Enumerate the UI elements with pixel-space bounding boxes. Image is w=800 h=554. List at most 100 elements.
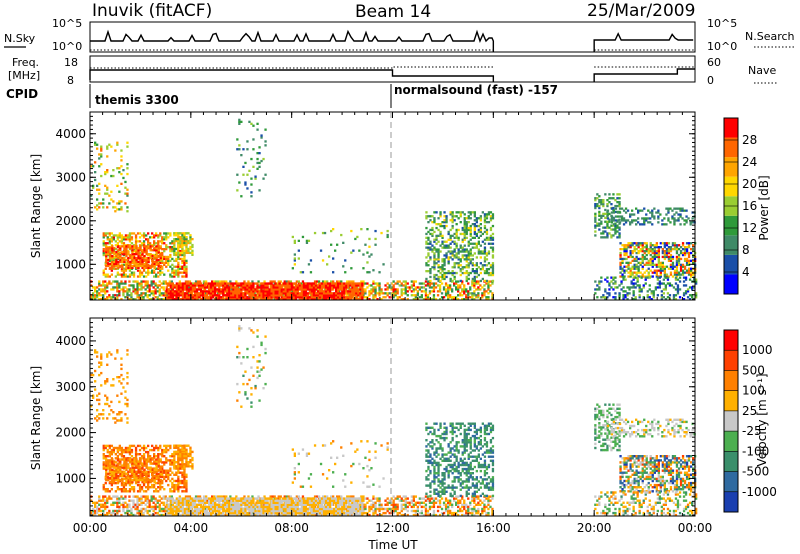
power-echo-cell	[138, 288, 141, 291]
power-echo-cell	[292, 288, 295, 291]
power-echo-cell	[141, 256, 144, 260]
power-echo-cell	[183, 259, 186, 262]
power-echo-cell	[410, 280, 413, 283]
power-echo-cell	[230, 292, 233, 295]
power-echo-cell	[683, 246, 687, 249]
power-echo-cell	[447, 256, 450, 259]
power-echo-cell	[437, 248, 440, 251]
power-echo-cell	[349, 282, 352, 285]
power-echo-cell	[659, 267, 662, 270]
velocity-echo-cell	[156, 505, 159, 509]
power-echo-cell	[327, 286, 330, 289]
power-echo-cell	[475, 224, 478, 228]
power-echo-cell	[189, 247, 192, 251]
power-echo-cell	[142, 242, 146, 245]
power-echo-cell	[133, 253, 136, 256]
power-echo-cell	[185, 259, 188, 262]
power-echo-cell	[473, 270, 476, 273]
power-echo-cell	[318, 296, 322, 299]
power-echo-cell	[441, 242, 444, 245]
power-echo-cell	[451, 250, 454, 253]
power-echo-cell	[463, 219, 466, 222]
power-echo-cell	[179, 292, 182, 295]
power-echo-cell	[475, 256, 478, 259]
power-echo-cell	[386, 288, 389, 291]
power-echo-cell	[195, 282, 199, 285]
power-echo-cell	[104, 298, 107, 301]
power-echo-cell	[117, 249, 120, 252]
power-echo-cell	[443, 271, 446, 275]
power-echo-cell	[114, 267, 117, 270]
power-echo-cell	[189, 239, 192, 243]
power-echo-cell	[137, 249, 140, 252]
power-echo-cell	[594, 206, 597, 210]
power-echo-cell	[442, 296, 446, 299]
power-echo-cell	[608, 226, 611, 229]
power-echo-cell	[108, 234, 111, 237]
power-echo-cell	[685, 271, 689, 274]
power-echo-cell	[155, 242, 158, 245]
power-echo-cell	[390, 296, 393, 299]
power-echo-cell	[610, 228, 613, 231]
power-echo-cell	[159, 232, 162, 235]
power-echo-cell	[181, 238, 184, 241]
power-echo-cell	[96, 286, 99, 289]
power-echo-cell	[128, 240, 132, 243]
power-echo-cell	[619, 267, 622, 270]
power-echo-cell	[302, 292, 306, 295]
power-echo-cell	[179, 271, 182, 274]
power-echo-cell	[649, 261, 652, 264]
power-echo-cell	[128, 284, 131, 287]
power-echo-cell	[282, 296, 285, 299]
power-echo-cell	[318, 294, 322, 297]
power-echo-cell	[206, 292, 209, 295]
power-echo-cell	[655, 250, 658, 253]
power-echo-cell	[173, 253, 176, 256]
power-echo-cell	[228, 294, 231, 297]
power-echo-cell	[629, 244, 632, 247]
power-echo-cell	[167, 261, 170, 264]
power-echo-cell	[334, 249, 337, 252]
velocity-echo-cell	[124, 497, 127, 500]
power-echo-cell	[124, 180, 127, 184]
power-echo-cell	[465, 294, 468, 297]
power-echo-cell	[475, 296, 478, 299]
power-echo-cell	[445, 244, 448, 247]
power-echo-cell	[658, 280, 661, 283]
power-echo-cell	[153, 240, 156, 243]
power-echo-cell	[106, 284, 109, 287]
power-echo-cell	[657, 211, 660, 214]
power-echo-cell	[262, 298, 265, 301]
power-echo-cell	[108, 194, 111, 197]
power-echo-cell	[314, 292, 318, 295]
power-echo-cell	[329, 282, 332, 285]
power-echo-cell	[260, 296, 263, 299]
velocity-echo-cell	[154, 499, 157, 502]
power-echo-cell	[138, 269, 142, 272]
power-echo-cell	[443, 219, 446, 222]
power-echo-cell	[451, 296, 454, 299]
power-echo-cell	[270, 290, 273, 293]
power-echo-cell	[372, 269, 375, 272]
power-echo-cell	[236, 138, 239, 141]
power-echo-cell	[307, 263, 311, 266]
power-echo-cell	[136, 275, 140, 278]
power-echo-cell	[467, 262, 470, 265]
power-echo-cell	[673, 246, 677, 249]
power-echo-cell	[181, 236, 184, 239]
power-echo-cell	[627, 242, 630, 245]
power-echo-cell	[171, 286, 174, 289]
power-echo-cell	[485, 232, 489, 236]
power-echo-cell	[138, 282, 141, 285]
power-echo-cell	[669, 255, 673, 259]
power-echo-cell	[340, 280, 343, 283]
power-echo-cell	[108, 280, 111, 283]
power-echo-cell	[177, 250, 180, 253]
velocity-echo-cell	[102, 495, 105, 498]
power-echo-cell	[602, 214, 605, 217]
power-echo-cell	[608, 212, 611, 215]
power-echo-cell	[432, 296, 436, 299]
power-echo-cell	[173, 265, 176, 268]
power-echo-cell	[140, 273, 144, 276]
power-echo-cell	[447, 230, 450, 234]
